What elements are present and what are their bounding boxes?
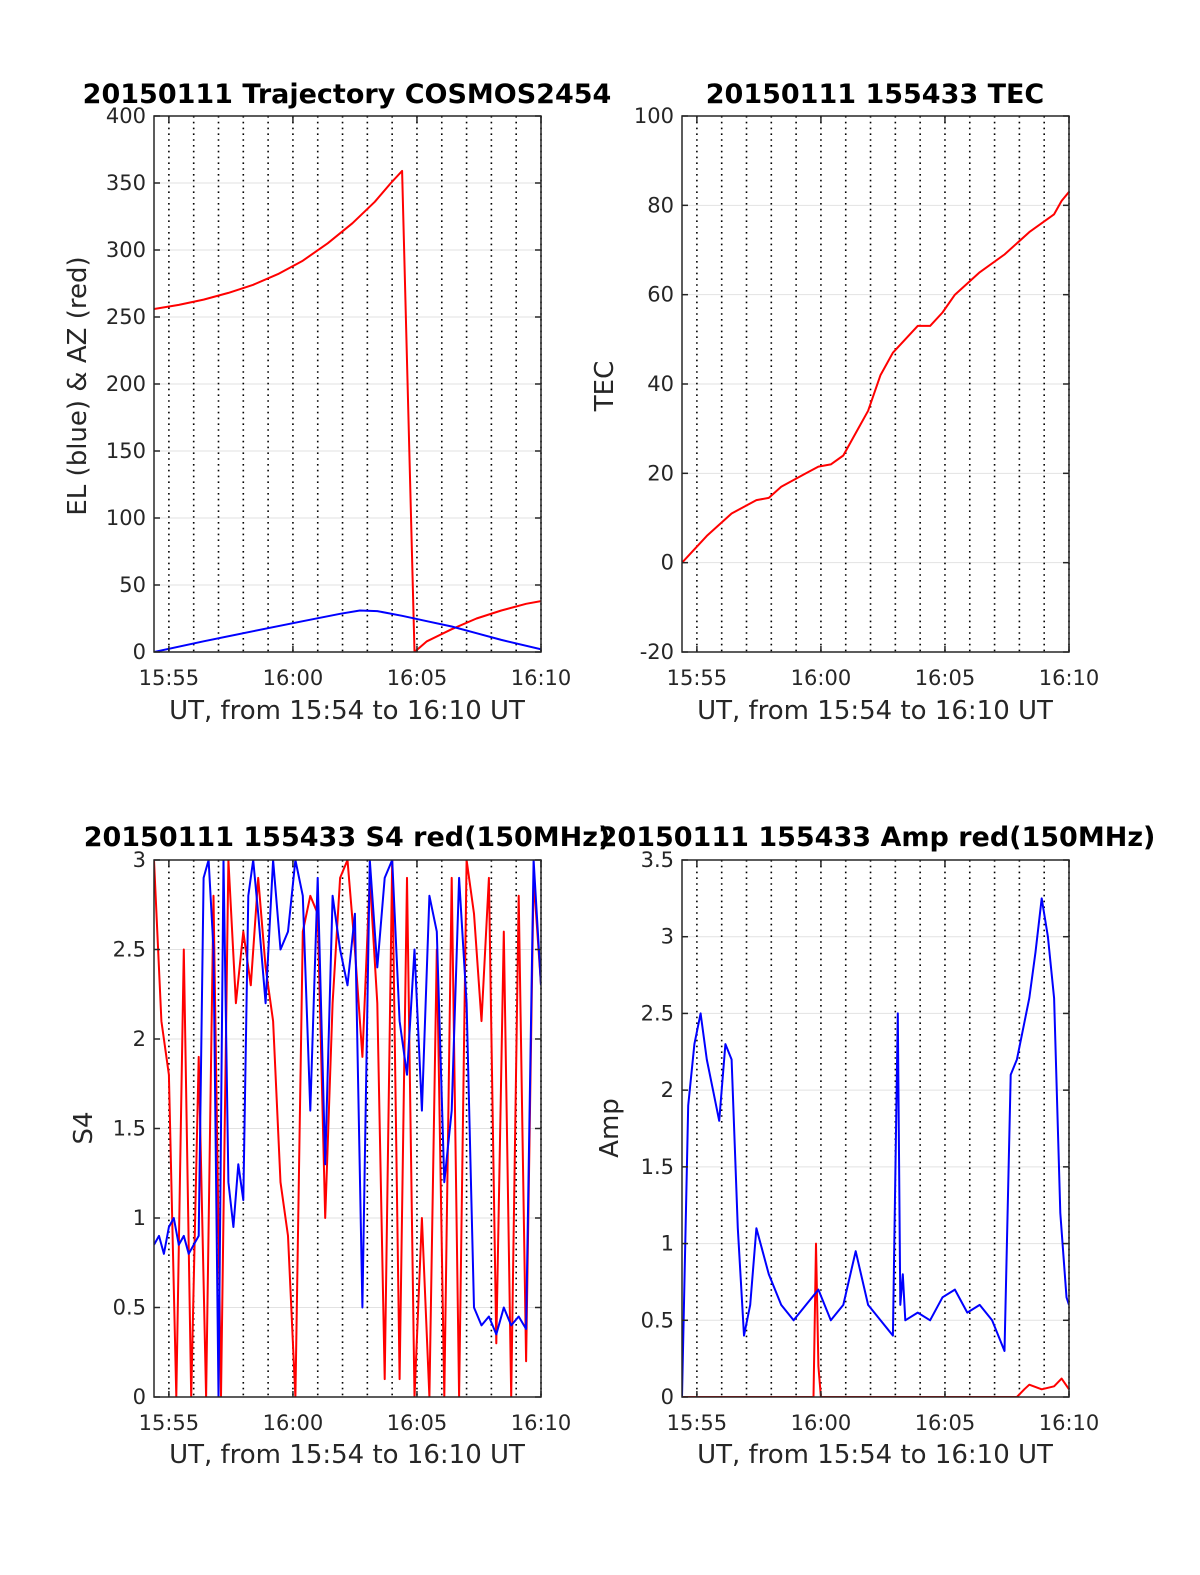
tec-ytick-label: 60: [647, 283, 674, 307]
trajectory-xlabel: UT, from 15:54 to 16:10 UT: [169, 696, 525, 726]
trajectory-series-el: [154, 609, 541, 652]
s4-xtick-label: 15:55: [139, 1411, 200, 1435]
tec-xtick-label: 16:10: [1039, 666, 1100, 690]
s4-ytick-label: 3: [133, 848, 146, 872]
trajectory-ytick-label: 100: [106, 506, 146, 530]
s4-ytick-label: 2.5: [113, 938, 146, 962]
tec-xtick-label: 15:55: [667, 666, 728, 690]
amp-title: 20150111 155433 Amp red(150MHz): [599, 822, 1156, 853]
tec-series-tec: [682, 191, 1069, 564]
amp-panel: 20150111 155433 Amp red(150MHz) UT, from…: [595, 822, 1155, 1470]
s4-series-s4_red: [154, 860, 541, 1397]
tec-ytick-label: -20: [640, 640, 674, 664]
s4-title: 20150111 155433 S4 red(150MHz): [84, 822, 611, 853]
amp-ylabel: Amp: [595, 1098, 625, 1158]
trajectory-ytick-label: 150: [106, 439, 146, 463]
amp-xlabel: UT, from 15:54 to 16:10 UT: [697, 1440, 1053, 1470]
trajectory-ytick-label: 50: [119, 573, 146, 597]
s4-xlabel: UT, from 15:54 to 16:10 UT: [169, 1440, 525, 1470]
amp-series-amp_red: [682, 1242, 1069, 1397]
trajectory-ytick-label: 400: [106, 104, 146, 128]
tec-title: 20150111 155433 TEC: [706, 79, 1045, 110]
s4-ytick-label: 0: [133, 1385, 146, 1409]
tec-ytick-label: 40: [647, 372, 674, 396]
trajectory-ytick-label: 350: [106, 171, 146, 195]
amp-ytick-label: 0: [661, 1385, 674, 1409]
trajectory-title: 20150111 Trajectory COSMOS2454: [83, 79, 612, 110]
tec-xtick-label: 16:05: [915, 666, 976, 690]
trajectory-ytick-label: 0: [133, 640, 146, 664]
s4-ytick-label: 1: [133, 1206, 146, 1230]
tec-ylabel: TEC: [590, 361, 620, 412]
amp-ytick-label: 2: [661, 1078, 674, 1102]
amp-ytick-label: 0.5: [641, 1308, 674, 1332]
tec-ytick-label: 0: [661, 551, 674, 575]
s4-xtick-label: 16:05: [387, 1411, 448, 1435]
s4-ytick-label: 0.5: [113, 1296, 146, 1320]
trajectory-panel: 20150111 Trajectory COSMOS2454 UT, from …: [63, 79, 611, 726]
trajectory-xtick-label: 16:00: [263, 666, 324, 690]
amp-ytick-label: 1.5: [641, 1155, 674, 1179]
amp-xtick-label: 15:55: [667, 1411, 728, 1435]
trajectory-ylabel: EL (blue) & AZ (red): [63, 256, 93, 515]
amp-ytick-label: 2.5: [641, 1001, 674, 1025]
trajectory-xtick-label: 16:10: [511, 666, 572, 690]
s4-ytick-label: 1.5: [113, 1117, 146, 1141]
trajectory-ytick-label: 200: [106, 372, 146, 396]
tec-xlabel: UT, from 15:54 to 16:10 UT: [697, 696, 1053, 726]
tec-ytick-label: 80: [647, 193, 674, 217]
tec-xtick-label: 16:00: [791, 666, 852, 690]
amp-ytick-label: 3.5: [641, 848, 674, 872]
s4-panel: 20150111 155433 S4 red(150MHz) UT, from …: [69, 822, 610, 1470]
amp-axes-box: [681, 859, 1070, 1398]
trajectory-xtick-label: 16:05: [387, 666, 448, 690]
amp-ytick-label: 1: [661, 1232, 674, 1256]
s4-ytick-label: 2: [133, 1027, 146, 1051]
amp-ytick-label: 3: [661, 925, 674, 949]
trajectory-series-az: [154, 169, 541, 652]
s4-xtick-label: 16:00: [263, 1411, 324, 1435]
s4-ylabel: S4: [69, 1111, 99, 1144]
amp-series-amp_blue: [682, 897, 1069, 1397]
tec-ytick-label: 20: [647, 461, 674, 485]
trajectory-xtick-label: 15:55: [139, 666, 200, 690]
s4-series-s4_blue: [154, 860, 541, 1397]
tec-ytick-label: 100: [634, 104, 674, 128]
s4-xtick-label: 16:10: [511, 1411, 572, 1435]
amp-xtick-label: 16:05: [915, 1411, 976, 1435]
tec-panel: 20150111 155433 TEC UT, from 15:54 to 16…: [590, 79, 1099, 726]
amp-xtick-label: 16:00: [791, 1411, 852, 1435]
trajectory-ytick-label: 250: [106, 305, 146, 329]
trajectory-ytick-label: 300: [106, 238, 146, 262]
amp-xtick-label: 16:10: [1039, 1411, 1100, 1435]
